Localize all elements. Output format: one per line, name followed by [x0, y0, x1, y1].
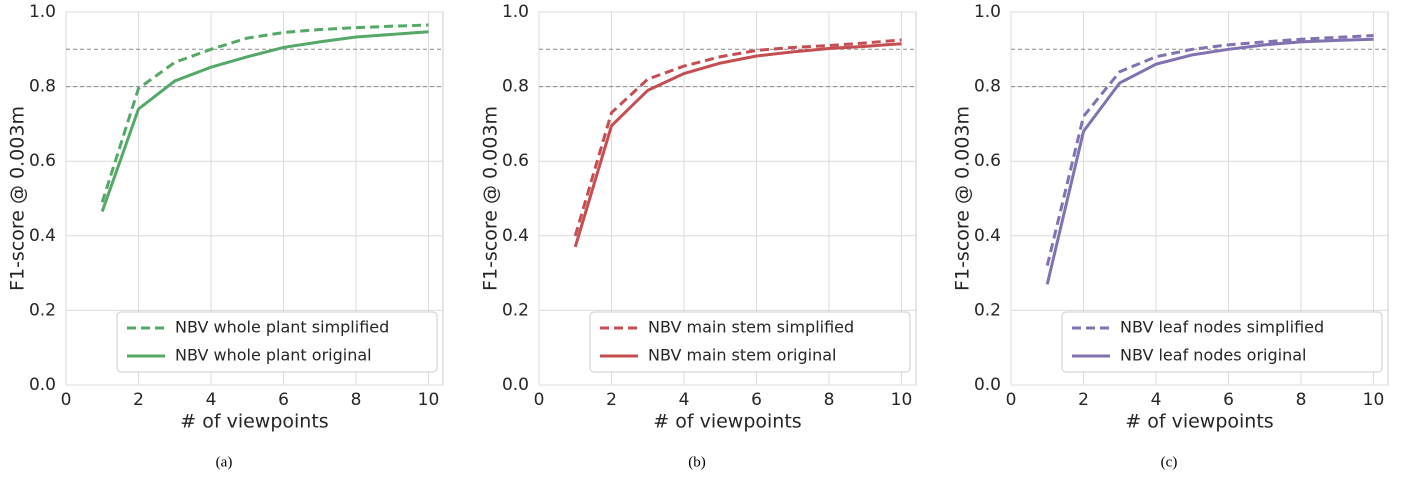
- x-tick-label: 10: [891, 390, 913, 410]
- x-tick-label: 8: [351, 390, 362, 410]
- y-tick-label: 0.6: [502, 151, 529, 171]
- series-line: [100, 30, 429, 213]
- x-tick-label: 2: [1078, 390, 1089, 410]
- caption: (c): [1161, 454, 1178, 470]
- legend-label: NBV main stem simplified: [648, 318, 854, 337]
- x-tick-label: 2: [606, 390, 617, 410]
- y-tick-label: 0.4: [502, 226, 529, 246]
- y-tick-label: 0.6: [29, 151, 56, 171]
- legend-label: NBV leaf nodes simplified: [1120, 318, 1324, 337]
- x-axis-label: # of viewpoints: [1125, 411, 1273, 433]
- legend-label: NBV main stem original: [648, 346, 836, 365]
- x-tick-label: 6: [278, 390, 289, 410]
- x-tick-label: 8: [1296, 390, 1307, 410]
- series-line: [100, 23, 429, 203]
- y-tick-label: 0.0: [29, 375, 56, 395]
- y-tick-label: 0.2: [502, 300, 529, 320]
- series-line: [573, 38, 902, 237]
- caption: (b): [688, 454, 706, 470]
- y-tick-label: 0.6: [974, 151, 1001, 171]
- x-tick-label: 0: [61, 390, 72, 410]
- legend-box: [116, 311, 438, 373]
- series-line: [1045, 34, 1374, 266]
- y-tick-label: 0.0: [502, 375, 529, 395]
- legend-box: [589, 311, 911, 373]
- y-tick-label: 0.2: [29, 300, 56, 320]
- legend-box: [1061, 311, 1383, 373]
- x-axis-label: # of viewpoints: [180, 411, 328, 433]
- y-tick-label: 1.0: [29, 2, 56, 22]
- y-tick-label: 0.8: [974, 77, 1001, 97]
- x-tick-label: 0: [1006, 390, 1017, 410]
- y-axis-label: F1-score @ 0.003m: [952, 106, 974, 291]
- y-axis-label: F1-score @ 0.003m: [7, 106, 29, 291]
- legend-label: NBV whole plant simplified: [175, 318, 389, 337]
- y-tick-label: 0.4: [974, 226, 1001, 246]
- y-tick-label: 1.0: [974, 2, 1001, 22]
- legend-label: NBV whole plant original: [175, 346, 372, 365]
- y-tick-label: 0.2: [974, 300, 1001, 320]
- x-tick-label: 10: [1363, 390, 1385, 410]
- y-axis-label: F1-score @ 0.003m: [480, 106, 502, 291]
- legend-label: NBV leaf nodes original: [1120, 346, 1306, 365]
- panel: 0 2 4 6 8 10 0.0 0.2 0.4 0.6 0.8 1.0 # of viewpoints…: [480, 2, 917, 470]
- caption: (a): [216, 454, 233, 470]
- x-tick-label: 0: [534, 390, 545, 410]
- x-tick-label: 4: [1151, 390, 1162, 410]
- y-tick-label: 1.0: [502, 2, 529, 22]
- x-tick-label: 6: [751, 390, 762, 410]
- x-tick-label: 6: [1223, 390, 1234, 410]
- y-tick-label: 0.8: [502, 77, 529, 97]
- series-line: [573, 42, 902, 248]
- x-tick-label: 2: [133, 390, 144, 410]
- y-tick-label: 0.8: [29, 77, 56, 97]
- y-tick-label: 0.0: [974, 375, 1001, 395]
- x-tick-label: 8: [824, 390, 835, 410]
- x-tick-label: 10: [418, 390, 440, 410]
- y-tick-label: 0.4: [29, 226, 56, 246]
- x-tick-label: 4: [206, 390, 217, 410]
- panel: 0 2 4 6 8 10 0.0 0.2 0.4 0.6 0.8 1.0 # of viewpoints…: [7, 2, 444, 470]
- series-line: [1045, 37, 1374, 285]
- panel: 0 2 4 6 8 10 0.0 0.2 0.4 0.6 0.8 1.0 # of viewpoints…: [952, 2, 1389, 470]
- x-tick-label: 4: [679, 390, 690, 410]
- x-axis-label: # of viewpoints: [653, 411, 801, 433]
